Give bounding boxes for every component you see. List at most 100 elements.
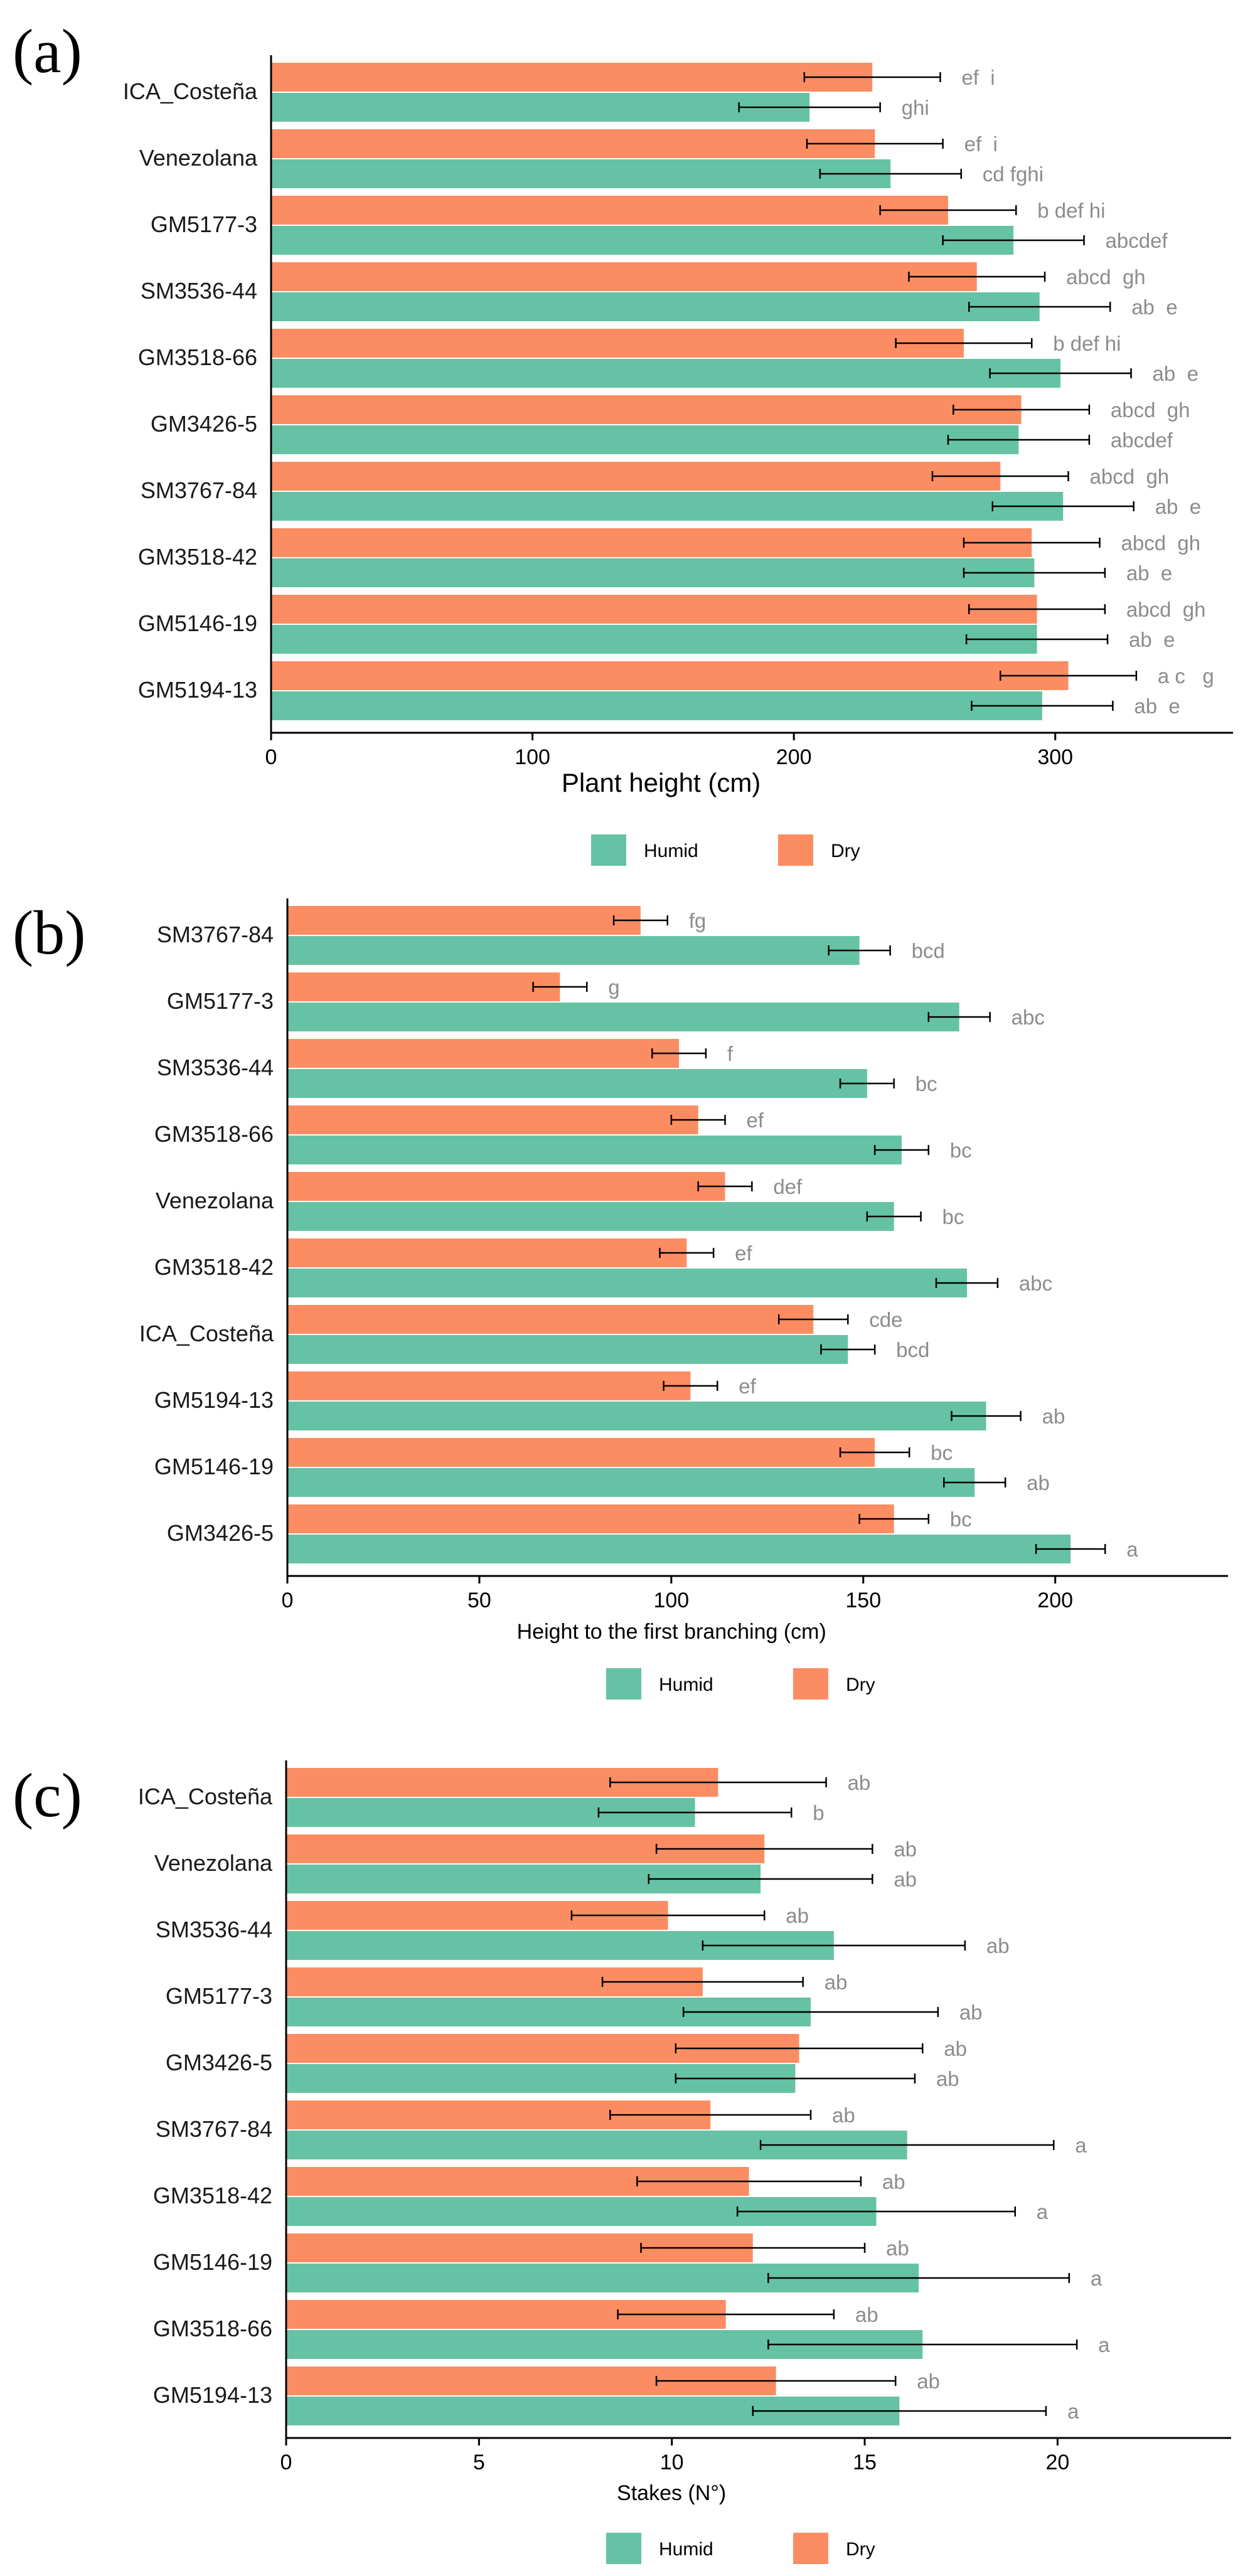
bar-humid	[271, 558, 1035, 587]
significance-letters-humid: ab	[986, 1934, 1010, 1957]
category-label: ICA_Costeña	[138, 1784, 273, 1809]
category-row: SM3536-44 ab ab	[156, 1901, 1010, 1960]
x-tick-label: 5	[473, 2451, 485, 2474]
category-label: GM5146-19	[138, 610, 257, 636]
category-label: GM5177-3	[166, 1983, 272, 2009]
category-row: GM5177-3 ab ab	[166, 1967, 983, 2026]
bar-humid	[287, 1535, 1071, 1563]
significance-letters-dry: fg	[689, 909, 707, 932]
significance-letters-humid: ab	[936, 2067, 959, 2090]
bar-dry	[271, 595, 1037, 624]
category-label: ICA_Costeña	[139, 1321, 274, 1346]
category-row: GM5146-19 bc ab	[154, 1438, 1050, 1497]
category-row: GM3518-42 ef abc	[154, 1238, 1052, 1297]
category-row: SM3767-84 abcd gh ab e	[141, 462, 1201, 521]
x-tick-label: 0	[280, 2451, 292, 2474]
significance-letters-dry: abcd gh	[1121, 531, 1201, 555]
bar-humid	[287, 1335, 848, 1364]
significance-letters-dry: ef	[735, 1242, 752, 1265]
bar-humid	[271, 226, 1014, 255]
significance-letters-dry: b def hi	[1037, 199, 1105, 222]
legend-swatch-dry	[793, 2533, 828, 2564]
significance-letters-dry: ef	[746, 1109, 764, 1132]
x-tick-label: 100	[515, 745, 550, 769]
legend-label-humid: Humid	[644, 841, 698, 861]
significance-letters-dry: f	[727, 1042, 734, 1065]
significance-letters-humid: ab	[959, 2001, 983, 2024]
category-row: Venezolana ab ab	[154, 1834, 917, 1893]
bar-dry	[271, 63, 873, 92]
legend-swatch-humid	[606, 1668, 641, 1700]
significance-letters-humid: abcdef	[1111, 428, 1173, 452]
category-row: GM3426-5 bc a	[167, 1504, 1138, 1563]
x-axis-title: Plant height (cm)	[562, 768, 761, 797]
category-row: GM5177-3 g abc	[167, 972, 1045, 1031]
category-label: Venezolana	[139, 145, 258, 171]
significance-letters-dry: ab	[855, 2303, 878, 2326]
category-label: GM5146-19	[154, 1454, 274, 1479]
bar-dry	[271, 528, 1032, 557]
category-label: SM3536-44	[157, 1055, 274, 1080]
category-row: GM3518-42 abcd gh ab e	[138, 528, 1200, 587]
legend-label-humid: Humid	[659, 2539, 713, 2560]
significance-letters-dry: ab	[894, 1838, 917, 1861]
category-label: GM3518-66	[154, 1121, 274, 1147]
significance-letters-humid: a	[1126, 1538, 1138, 1561]
bar-humid	[271, 625, 1037, 654]
legend-label-dry: Dry	[846, 2539, 875, 2560]
significance-letters-humid: abcdef	[1106, 229, 1168, 252]
significance-letters-dry: def	[773, 1175, 803, 1198]
category-row: SM3536-44 abcd gh ab e	[141, 262, 1178, 321]
chart-panel-3: (c) ICA_CosteñaabbVenezolanaababSM3536-44…	[13, 1760, 1231, 2564]
bar-dry	[271, 262, 977, 291]
x-tick-label: 100	[653, 1589, 689, 1612]
bar-dry	[271, 129, 875, 158]
significance-letters-humid: bc	[950, 1139, 972, 1162]
category-label: ICA_Costeña	[123, 78, 258, 104]
bar-humid	[287, 1468, 975, 1497]
bar-humid	[271, 159, 891, 188]
bar-humid	[271, 492, 1064, 521]
significance-letters-dry: ef	[739, 1375, 756, 1398]
significance-letters-dry: a c g	[1158, 664, 1214, 688]
category-row: ICA_Costeña ab b	[138, 1768, 870, 1827]
significance-letters-humid: ab	[894, 1868, 917, 1891]
significance-letters-dry: ab	[848, 1771, 871, 1794]
bar-dry	[287, 972, 560, 1001]
category-row: GM3518-42 ab a	[153, 2167, 1049, 2226]
category-row: SM3536-44 f bc	[157, 1039, 937, 1098]
category-row: GM3426-5 ab ab	[166, 2034, 967, 2093]
category-row: SM3767-84 fg bcd	[157, 906, 945, 965]
bar-dry	[287, 1105, 698, 1134]
significance-letters-dry: ab	[825, 1971, 848, 1994]
bar-humid	[287, 1003, 959, 1031]
category-row: GM5194-13 ab a	[153, 2366, 1079, 2425]
x-axis-title: Stakes (N°)	[617, 2481, 726, 2505]
x-tick-label: 20	[1045, 2451, 1069, 2474]
significance-letters-dry: ab	[886, 2237, 909, 2260]
significance-letters-humid: ab e	[1134, 695, 1180, 718]
x-tick-label: 15	[853, 2451, 877, 2474]
significance-letters-humid: abc	[1012, 1006, 1045, 1029]
bar-humid	[271, 292, 1040, 321]
legend: Humid Dry	[606, 2533, 875, 2564]
category-row: ICA_Costeña ef i ghi	[123, 63, 995, 122]
significance-letters-humid: bc	[916, 1072, 937, 1095]
significance-letters-dry: ab	[832, 2104, 855, 2127]
bar-humid	[271, 691, 1042, 720]
significance-letters-humid: abc	[1019, 1272, 1052, 1295]
bar-dry	[287, 1438, 875, 1467]
bar-dry	[287, 906, 641, 935]
significance-letters-dry: ab	[882, 2170, 905, 2193]
x-tick-label: 200	[1037, 1589, 1073, 1612]
category-label: SM3767-84	[141, 477, 257, 503]
bar-humid	[287, 1269, 967, 1297]
x-tick-label: 300	[1037, 745, 1073, 769]
significance-letters-dry: bc	[950, 1508, 972, 1531]
category-label: GM3426-5	[151, 411, 257, 437]
bar-dry	[287, 1371, 691, 1400]
category-label: SM3536-44	[156, 1917, 272, 1942]
bar-humid	[287, 1069, 867, 1098]
significance-letters-humid: ab	[1027, 1471, 1050, 1494]
